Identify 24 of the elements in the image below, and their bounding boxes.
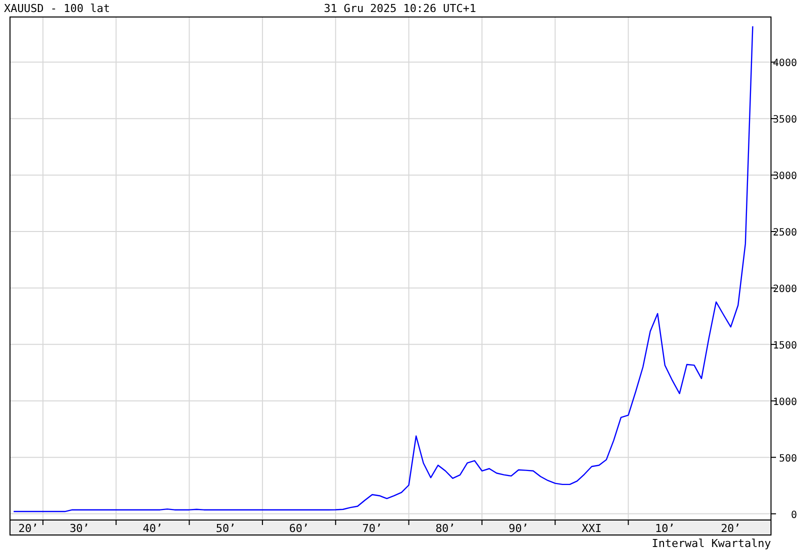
x-tick-label: 10’ xyxy=(654,522,675,535)
y-tick-label: 1500 xyxy=(772,340,797,352)
y-tick-label: 0 xyxy=(790,510,797,521)
y-tick-label: 2000 xyxy=(772,284,797,295)
x-tick-label: 50’ xyxy=(216,522,236,535)
text: Interwal Kwartalny xyxy=(652,537,772,550)
x-tick-label: 70’ xyxy=(362,522,382,535)
x-tick-label: 90’ xyxy=(508,522,528,535)
y-tick-label: 4000 xyxy=(772,58,797,70)
y-tick-label: 500 xyxy=(778,453,797,464)
x-tick-label: 40’ xyxy=(142,522,163,535)
chart-title: XAUUSD - 100 lat xyxy=(4,2,110,15)
y-tick-label: 3000 xyxy=(772,171,797,182)
x-tick-label: 20’ xyxy=(18,522,38,535)
x-tick-label: 30’ xyxy=(70,522,90,535)
y-tick-label: 2500 xyxy=(772,228,797,239)
x-tick-label: 60’ xyxy=(289,522,309,535)
chart-subtitle: 31 Gru 2025 10:26 UTC+1 xyxy=(324,2,476,15)
y-tick-label: 1000 xyxy=(772,396,797,408)
line-series xyxy=(13,26,754,512)
x-tick-label: XXI xyxy=(582,522,602,535)
x-tick-label: 20’ xyxy=(720,522,741,535)
x-tick-label: 80’ xyxy=(435,522,456,535)
y-tick-label: 3500 xyxy=(772,114,797,126)
